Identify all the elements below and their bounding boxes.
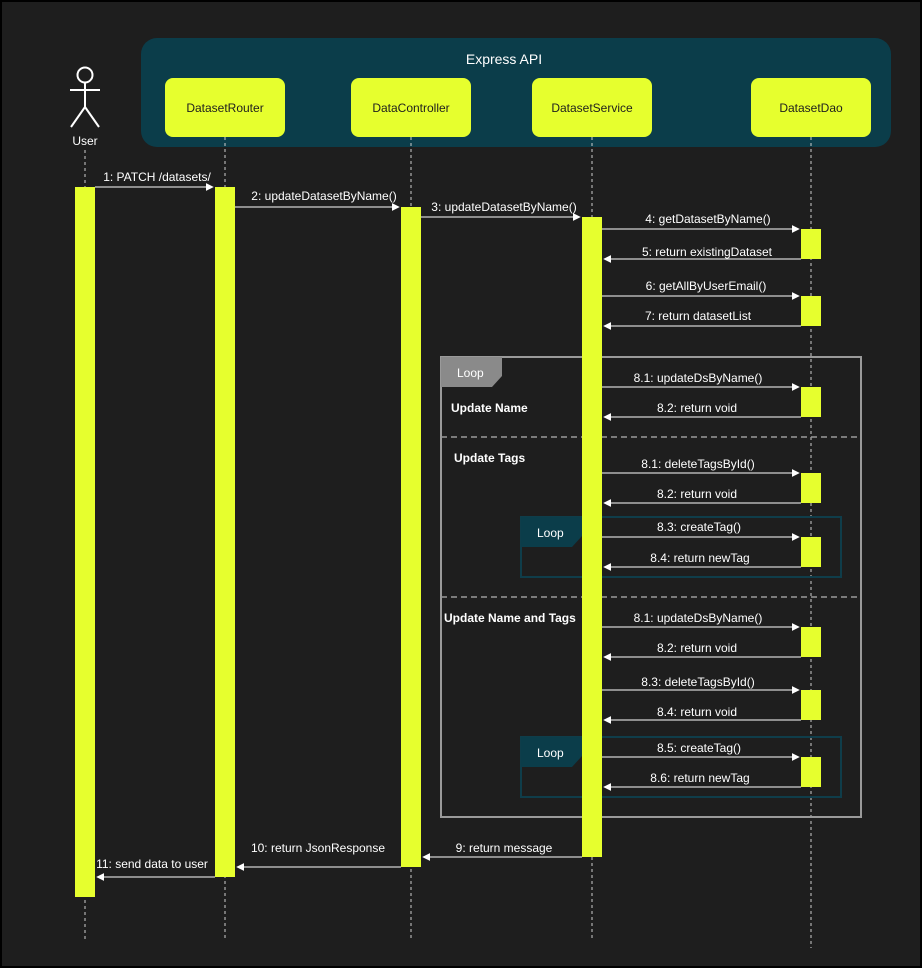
message-label-7: 7: return datasetList [645, 309, 752, 323]
section-update-name-and-tags: Update Name and Tags [444, 611, 576, 625]
datacontroller-activation [401, 207, 421, 867]
message-label-18: 8.5: createTag() [657, 741, 741, 755]
message-label-1: 1: PATCH /datasets/ [103, 170, 211, 184]
datasetdao-activation-5 [801, 537, 821, 567]
user-actor-label: User [72, 134, 97, 148]
message-label-21: 10: return JsonResponse [251, 841, 385, 855]
message-label-15: 8.2: return void [657, 641, 737, 655]
message-label-14: 8.1: updateDsByName() [634, 611, 763, 625]
outer-loop-tab [441, 357, 502, 387]
participant-datasetservice [532, 78, 652, 137]
message-label-13: 8.4: return newTag [650, 551, 749, 565]
datasetdao-activation-2 [801, 296, 821, 326]
message-label-4: 4: getDatasetByName() [645, 212, 770, 226]
message-label-22: 11: send data to user [96, 857, 208, 871]
message-label-20: 9: return message [456, 841, 553, 855]
datasetdao-activation-8 [801, 757, 821, 787]
message-label-17: 8.4: return void [657, 705, 737, 719]
inner-loop-label-2: Loop [537, 746, 564, 760]
participant-datasetdao-label: DatasetDao [779, 101, 843, 115]
participant-datasetrouter [165, 78, 285, 137]
express-api-group [141, 38, 891, 147]
datasetdao-activation-1 [801, 229, 821, 259]
datasetdao-activation-6 [801, 627, 821, 657]
participant-datacontroller [351, 78, 471, 137]
section-update-tags: Update Tags [454, 451, 525, 465]
outer-loop-label: Loop [457, 366, 484, 380]
participant-datasetdao [751, 78, 871, 137]
message-label-2: 2: updateDatasetByName() [251, 189, 396, 203]
message-label-19: 8.6: return newTag [650, 771, 749, 785]
inner-loop-label-1: Loop [537, 526, 564, 540]
message-label-9: 8.2: return void [657, 401, 737, 415]
inner-loop-tab-1 [521, 517, 582, 547]
message-label-6: 6: getAllByUserEmail() [646, 279, 767, 293]
message-label-5: 5: return existingDataset [642, 245, 773, 259]
datasetservice-activation [582, 217, 602, 857]
participant-datacontroller-label: DataController [372, 101, 449, 115]
datasetdao-activation-3 [801, 387, 821, 417]
participant-datasetservice-label: DatasetService [551, 101, 633, 115]
section-update-name: Update Name [451, 401, 528, 415]
datasetrouter-activation [215, 187, 235, 877]
user-activation [75, 187, 95, 897]
datasetdao-activation-7 [801, 690, 821, 720]
express-api-title: Express API [466, 51, 542, 67]
message-label-3: 3: updateDatasetByName() [431, 200, 576, 214]
datasetdao-activation-4 [801, 473, 821, 503]
inner-loop-tab-2 [521, 737, 582, 767]
message-label-16: 8.3: deleteTagsById() [641, 675, 754, 689]
message-label-11: 8.2: return void [657, 487, 737, 501]
message-label-12: 8.3: createTag() [657, 520, 741, 534]
message-label-8: 8.1: updateDsByName() [634, 371, 763, 385]
user-actor-icon [70, 66, 100, 128]
outer-loop-frame [440, 356, 862, 818]
message-label-10: 8.1: deleteTagsById() [641, 457, 754, 471]
participant-datasetrouter-label: DatasetRouter [186, 101, 263, 115]
